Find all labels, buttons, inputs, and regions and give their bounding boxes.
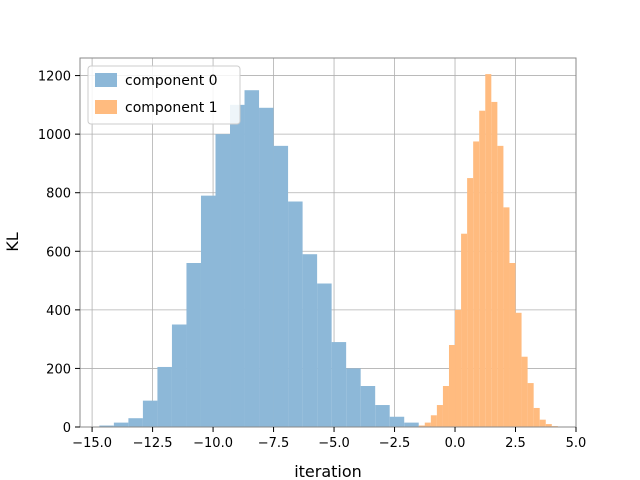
histogram-bar-component-1 (424, 422, 431, 427)
histogram-bar-component-0 (404, 422, 419, 427)
y-tick-label: 200 (46, 362, 71, 377)
legend-swatch-component-0 (95, 73, 117, 87)
x-tick-label: 5.0 (566, 436, 587, 451)
histogram-bar-component-0 (244, 90, 260, 427)
histogram-bar-component-1 (515, 312, 522, 427)
histogram-bar-component-1 (455, 309, 462, 427)
histogram-bar-component-1 (509, 263, 516, 427)
x-tick-label: −5.0 (318, 436, 350, 451)
histogram-bar-component-1 (527, 383, 534, 427)
histogram-bar-component-0 (186, 263, 201, 427)
y-tick-label: 1200 (38, 70, 71, 85)
x-tick-label: −2.5 (379, 436, 411, 451)
y-tick-label: 400 (46, 304, 71, 319)
histogram-bar-component-1 (442, 386, 449, 427)
legend-label-component-0: component 0 (125, 73, 218, 89)
histogram-bar-component-1 (545, 424, 552, 427)
y-tick-label: 0 (63, 421, 71, 436)
histogram-bar-component-0 (288, 201, 303, 427)
histogram-bar-component-1 (539, 419, 546, 427)
histogram-bar-component-0 (230, 104, 245, 427)
histogram-bar-component-0 (128, 418, 143, 427)
legend: component 0 component 1 (87, 65, 241, 125)
histogram-bar-component-1 (485, 74, 492, 427)
x-axis-label: iteration (294, 462, 362, 480)
legend-box (87, 65, 241, 125)
histogram-bar-component-1 (503, 207, 510, 427)
histogram-bar-component-0 (360, 386, 376, 427)
histogram-bar-component-1 (448, 345, 456, 427)
histogram-bar-component-0 (157, 366, 172, 427)
bars (99, 74, 558, 428)
y-axis-label: KL (3, 232, 22, 251)
x-tick-label: 2.5 (505, 436, 526, 451)
x-tick-label: −7.5 (258, 436, 290, 451)
y-tick-label: 1000 (38, 128, 71, 143)
histogram-bar-component-1 (436, 405, 443, 427)
x-tick-label: 0.0 (445, 436, 466, 451)
histogram-bar-component-0 (259, 107, 274, 428)
histogram-bar-component-0 (331, 342, 347, 427)
histogram-bar-component-0 (142, 400, 158, 427)
histogram-bar-component-1 (418, 425, 425, 427)
histogram-bar-component-1 (467, 178, 474, 427)
y-tick-label: 600 (46, 245, 71, 260)
histogram-bar-component-0 (273, 145, 289, 427)
histogram-bar-component-0 (346, 368, 361, 427)
x-tick-label: −15.0 (72, 436, 112, 451)
histogram-bar-component-0 (389, 416, 405, 427)
histogram-bar-component-0 (113, 422, 129, 427)
y-tick-label: 800 (46, 187, 71, 202)
histogram-bar-component-1 (479, 110, 486, 427)
histogram-bar-component-1 (473, 141, 480, 427)
legend-label-component-1: component 1 (125, 100, 218, 116)
histogram-bar-component-0 (317, 283, 332, 427)
x-axis-ticks: −15.0 −12.5 −10.0 −7.5 −5.0 −2.5 0.0 2.5 5.0 (72, 427, 586, 451)
y-axis-ticks: 0 200 400 600 800 1000 1200 (38, 70, 80, 436)
histogram-bar-component-0 (375, 405, 390, 427)
x-tick-label: −10.0 (193, 436, 233, 451)
x-tick-label: −12.5 (133, 436, 173, 451)
histogram-bar-component-1 (521, 356, 528, 427)
histogram-bar-component-0 (171, 324, 187, 427)
plot-area-frame (79, 57, 577, 428)
histogram-bar-component-0 (200, 195, 216, 427)
histogram-bar-component-1 (497, 145, 504, 427)
histogram-bar-component-0 (215, 134, 231, 427)
legend-swatch-component-1 (95, 100, 117, 114)
histogram-bar-component-1 (430, 415, 437, 427)
histogram-bar-component-0 (302, 254, 318, 427)
histogram-bar-component-1 (461, 233, 468, 427)
histogram-bar-component-1 (533, 407, 540, 427)
histogram-bar-component-1 (491, 101, 498, 427)
histogram-bar-component-0 (99, 425, 114, 427)
